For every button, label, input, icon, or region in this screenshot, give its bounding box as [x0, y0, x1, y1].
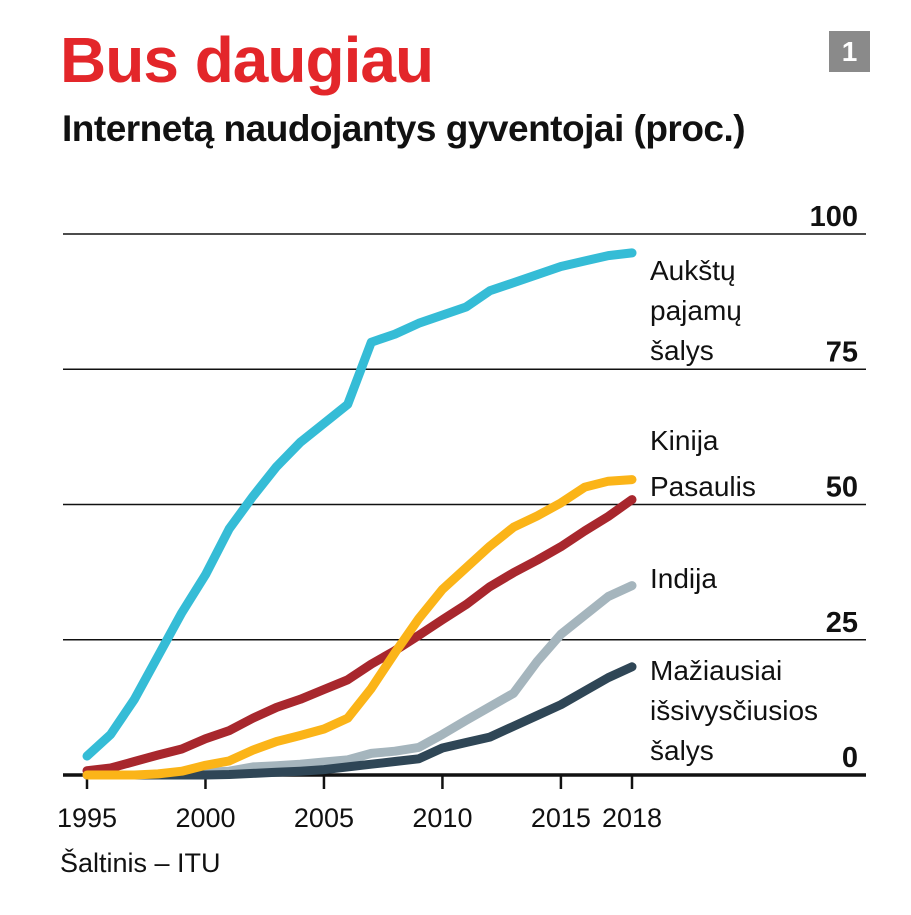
x-tick-label-2015: 2015	[531, 803, 591, 833]
series-lines	[82, 248, 637, 780]
series-label-0-line-0: Aukštų	[650, 255, 736, 286]
x-tick-label-2010: 2010	[412, 803, 472, 833]
y-tick-label-100: 100	[810, 201, 858, 233]
series-label-3-line-0: Indija	[650, 563, 717, 594]
series-label-0-line-1: pajamų	[650, 295, 742, 326]
chart-subtitle: Internetą naudojantys gyventojai (proc.)	[62, 108, 746, 149]
x-axis-ticks: 1995 2000 2005 2010 2015 2018	[57, 775, 662, 833]
series-labels: Aukštų pajamų šalys Kinija Pasaulis Indija Maž…	[650, 255, 818, 766]
series-line-1	[82, 475, 637, 780]
series-line-2	[82, 495, 637, 776]
y-tick-label-0: 0	[842, 742, 858, 774]
x-tick-label-1995: 1995	[57, 803, 117, 833]
gridlines	[63, 233, 866, 777]
y-tick-label-50: 50	[826, 472, 858, 504]
x-tick-label-2000: 2000	[175, 803, 235, 833]
series-line-0	[82, 248, 637, 761]
y-axis-ticks: 0 25 50 75 100	[810, 201, 858, 774]
figure-number-badge: 1	[829, 31, 870, 72]
x-tick-label-2005: 2005	[294, 803, 354, 833]
x-tick-label-2018: 2018	[602, 803, 662, 833]
y-tick-label-25: 25	[826, 607, 858, 639]
series-label-1-line-0: Kinija	[650, 425, 719, 456]
series-label-4-line-0: Mažiausiai	[650, 655, 782, 686]
series-label-2-line-0: Pasaulis	[650, 471, 756, 502]
chart-title: Bus daugiau	[60, 24, 434, 96]
source-note: Šaltinis – ITU	[60, 848, 221, 878]
series-line-3	[82, 581, 637, 780]
series-label-4-line-1: išsivysčiusios	[650, 695, 818, 726]
series-label-4-line-2: šalys	[650, 735, 714, 766]
y-tick-label-75: 75	[826, 336, 858, 368]
series-label-0-line-2: šalys	[650, 335, 714, 366]
